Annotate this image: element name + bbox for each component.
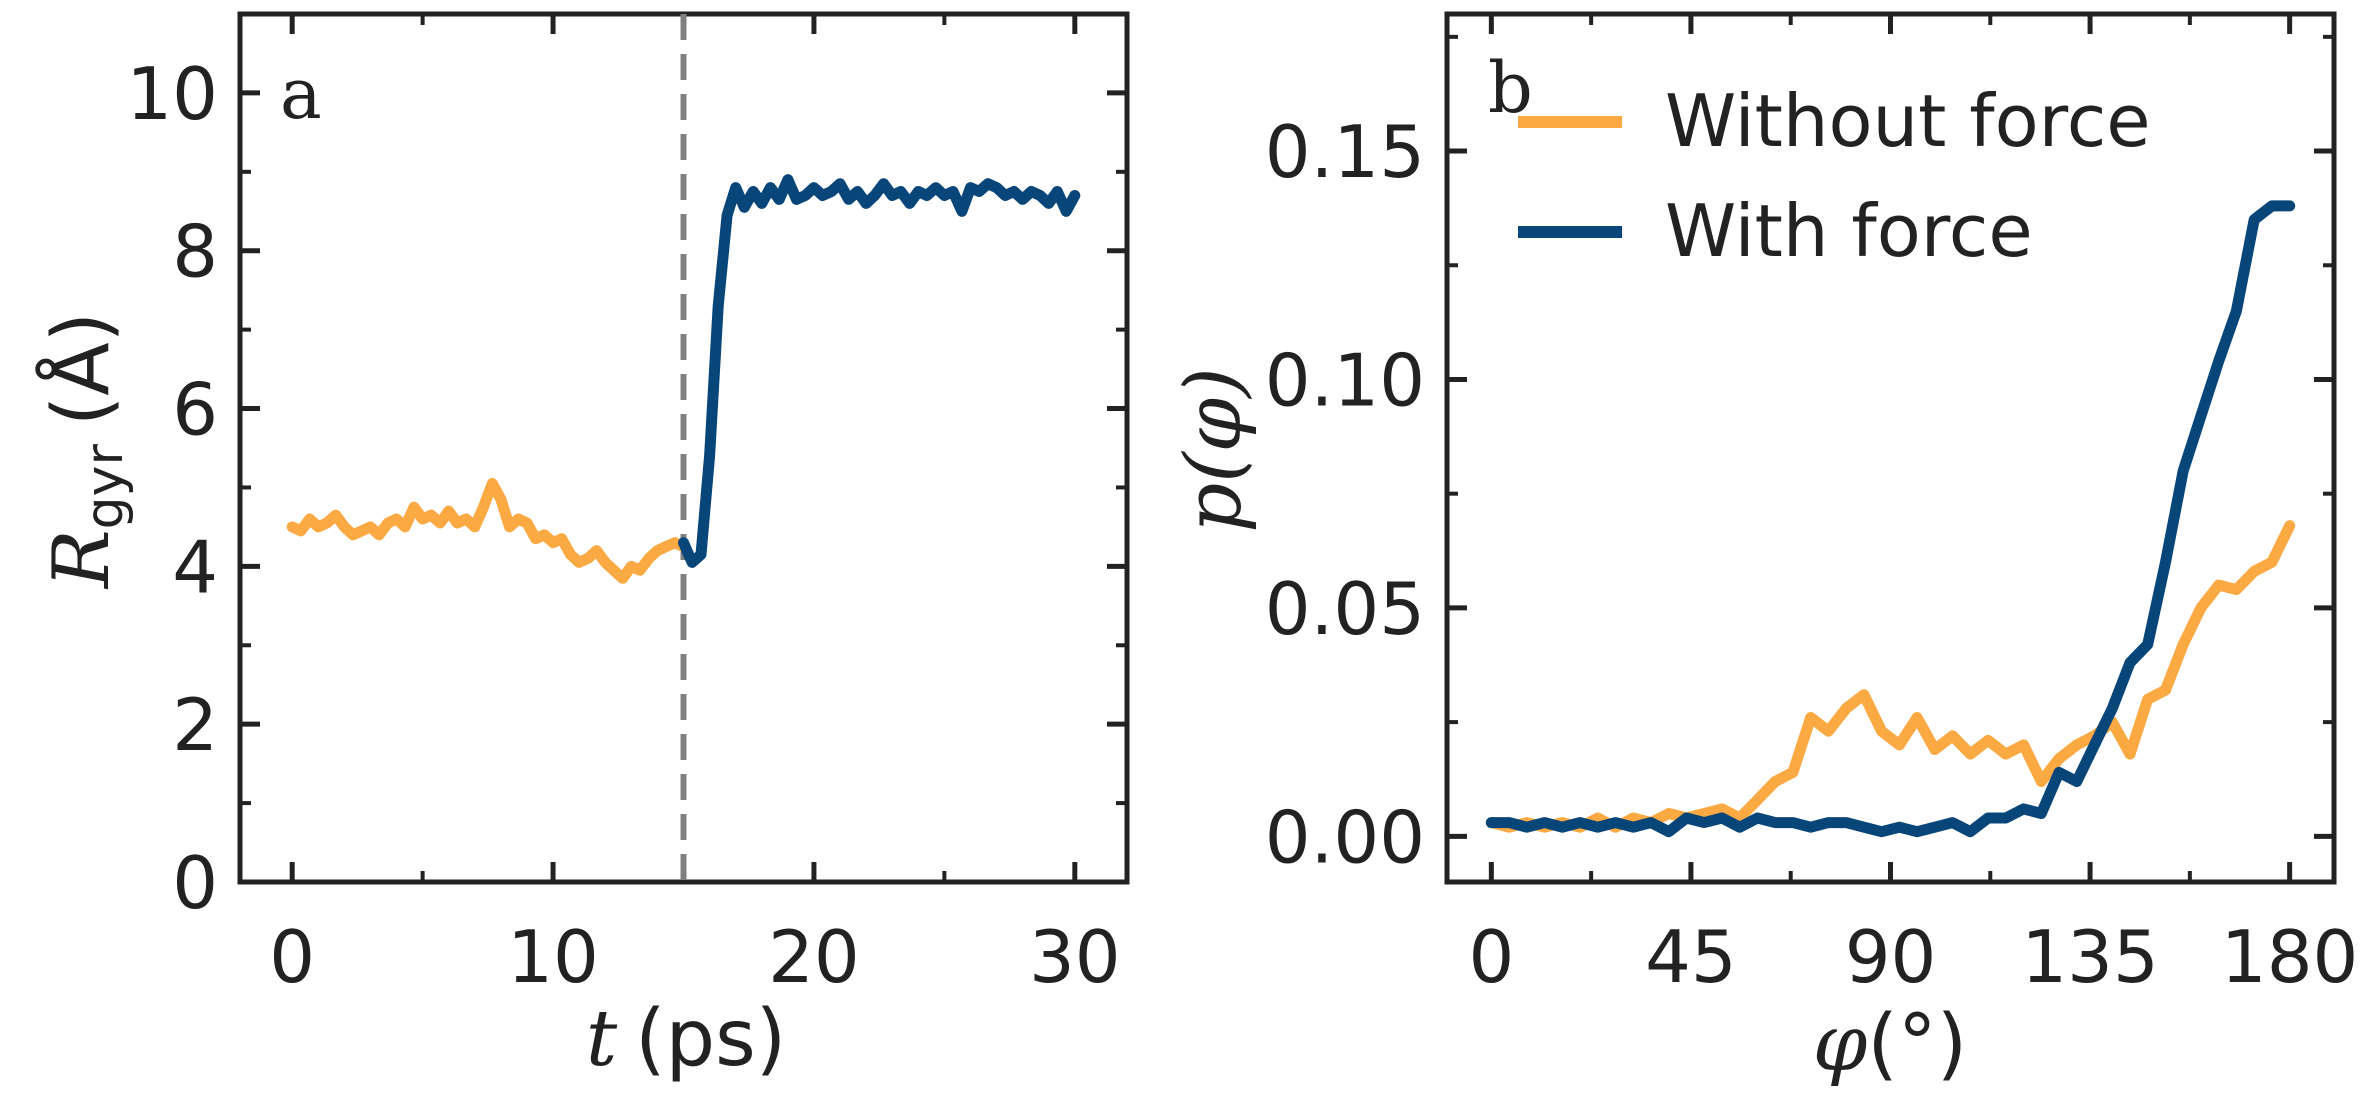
series-line-with-force: [1485, 200, 2296, 838]
panel-b-y-axis-label: p(φ): [1169, 367, 1259, 532]
x-tick-label: 135: [2021, 915, 2158, 999]
y-tick-label: 0.00: [1265, 795, 1425, 879]
y-tick-label: 8: [172, 210, 218, 294]
panel-b-letter: b: [1488, 47, 1533, 129]
y-tick-label: 10: [126, 52, 218, 136]
panel-a-letter: a: [280, 53, 322, 135]
y-tick-label: 6: [172, 368, 218, 452]
panel-a-y-var: R: [37, 529, 127, 590]
panel-a-series: [286, 174, 1081, 584]
x-tick-label: 90: [1845, 915, 1937, 999]
legend: Without force With force: [1518, 79, 2151, 273]
y-tick-label: 4: [172, 525, 218, 609]
panel-a-x-unit: (ps): [635, 994, 786, 1084]
series-line-with-force: [678, 174, 1081, 568]
panel-b-x-var: φ: [1813, 999, 1868, 1089]
panel-b-x-axis-label: φ(°): [1813, 999, 1968, 1089]
x-tick-label: 45: [1645, 915, 1737, 999]
legend-label-without-force: Without force: [1665, 79, 2151, 163]
panel-a-x-tick-labels: 0 10 20 30: [269, 915, 1120, 999]
x-tick-label: 0: [1468, 915, 1514, 999]
panel-a-y-axis-label: Rgyr (Å): [35, 312, 135, 590]
y-tick-label: 0.10: [1265, 338, 1425, 422]
x-tick-label: 30: [1029, 915, 1121, 999]
x-tick-label: 10: [507, 915, 599, 999]
panel-b-y-tick-labels: 0.00 0.05 0.10 0.15: [1265, 110, 1425, 879]
series-line-without-force: [1485, 520, 2296, 833]
x-tick-label: 0: [269, 915, 315, 999]
panel-a-y-sub: gyr: [75, 444, 135, 530]
panel-b-x-unit: (°): [1867, 999, 1967, 1089]
legend-label-with-force: With force: [1665, 189, 2033, 273]
y-tick-label: 0.05: [1265, 567, 1425, 651]
y-tick-label: 2: [172, 683, 218, 767]
panel-b-x-tick-labels: 0 45 90 135 180: [1468, 915, 2358, 999]
panel-a-x-axis-label: t (ps): [586, 994, 786, 1084]
y-tick-label: 0: [172, 841, 218, 925]
panel-b: 0 45 90 135 180 0.00 0.05 0.10 0.15 b Without f…: [1169, 11, 2358, 1089]
panel-a-x-var: t: [586, 994, 618, 1084]
x-tick-label: 180: [2221, 915, 2358, 999]
panel-b-series: [1485, 200, 2296, 838]
panel-b-ticks: [1447, 14, 2334, 882]
panel-a-y-tick-labels: 0 2 4 6 8 10: [126, 52, 218, 925]
x-tick-label: 20: [768, 915, 860, 999]
y-tick-label: 0.15: [1265, 110, 1425, 194]
series-line-without-force: [286, 478, 689, 584]
panel-a: 0 10 20 30 0 2 4 6 8 10 a t (ps) Rgyr (Å): [35, 11, 1130, 1084]
panel-a-y-unit: (Å): [35, 312, 127, 426]
